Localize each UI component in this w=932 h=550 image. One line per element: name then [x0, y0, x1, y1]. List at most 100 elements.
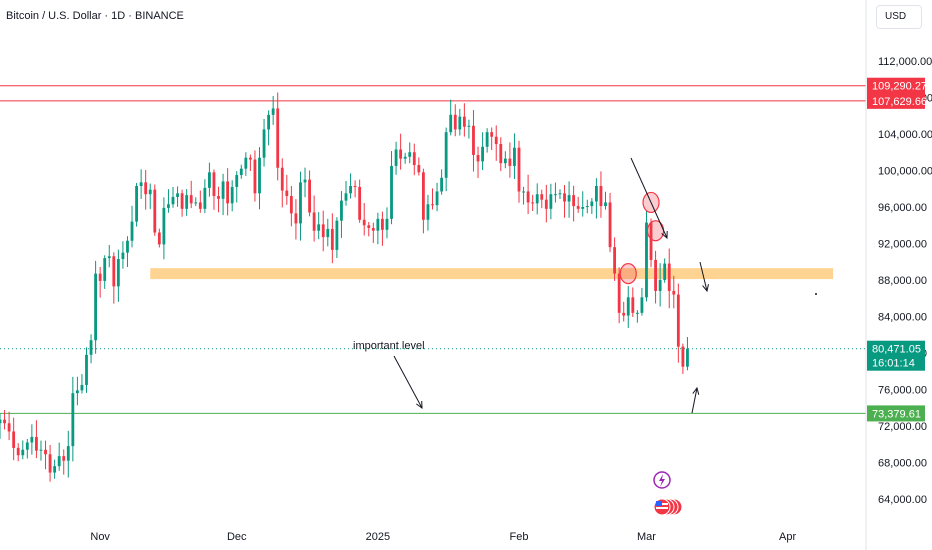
candle-body	[340, 200, 343, 221]
candle-body	[262, 129, 266, 158]
zone-layer	[150, 268, 834, 280]
resistance-price-label-text: 109,290.27	[872, 81, 927, 93]
candle	[608, 192, 612, 253]
y-tick-label: 68,000.00	[878, 458, 927, 470]
candle	[367, 221, 371, 237]
candle-body	[176, 193, 179, 197]
candle	[121, 241, 125, 269]
candle	[503, 151, 507, 169]
candle-body	[622, 312, 626, 316]
candle-body	[371, 227, 375, 231]
us-flag-icon[interactable]	[653, 498, 683, 516]
candle	[576, 196, 580, 213]
candle	[280, 158, 284, 208]
candle-body	[212, 172, 216, 197]
candle-body	[35, 436, 38, 451]
candle-body	[248, 157, 252, 160]
x-axis[interactable]: Nov Dec 2025 Feb Mar Apr	[90, 531, 796, 543]
candle-body	[476, 154, 480, 162]
candle-body	[25, 442, 29, 450]
candle-body	[208, 172, 211, 188]
candle	[544, 184, 548, 223]
candle	[344, 180, 348, 206]
candle-body	[672, 290, 676, 295]
candle	[294, 199, 298, 240]
candle-body	[385, 218, 389, 230]
candle	[349, 173, 352, 199]
candle-body	[121, 252, 125, 260]
candle-body	[98, 273, 102, 281]
candle	[139, 169, 143, 199]
candle-body	[217, 196, 220, 199]
y-tick-label: 84,000.00	[878, 312, 927, 324]
arrow-down-2	[699, 261, 709, 293]
candle	[444, 127, 448, 192]
candle	[353, 180, 357, 198]
candle	[185, 189, 189, 216]
candle	[654, 250, 657, 304]
candle	[594, 178, 598, 219]
candle-body	[421, 172, 425, 220]
candle-body	[581, 206, 585, 209]
candle-body	[362, 219, 366, 226]
lightning-icon[interactable]	[653, 471, 671, 489]
candle	[116, 249, 120, 302]
candle	[604, 191, 607, 210]
candle-body	[458, 116, 462, 130]
candle	[94, 260, 98, 354]
candle-body	[572, 195, 576, 207]
candle	[299, 171, 302, 241]
candle-body	[558, 193, 562, 195]
candle-body	[153, 189, 157, 233]
candle-body	[116, 259, 120, 287]
candle-body	[376, 218, 380, 231]
candle-body	[626, 297, 630, 316]
candle-body	[253, 159, 257, 194]
candle-body	[308, 179, 311, 213]
candle-body	[390, 165, 393, 219]
candle-body	[472, 125, 475, 155]
candle-body	[57, 456, 61, 467]
candle-body	[631, 297, 635, 313]
candle-body	[135, 186, 138, 222]
candle-body	[80, 384, 84, 391]
candle-body	[635, 312, 639, 314]
candle-body	[590, 201, 594, 207]
y-tick-label: 104,000.00	[878, 129, 932, 141]
candle-body	[299, 182, 302, 224]
candle-body	[330, 228, 334, 250]
candle-body	[44, 449, 47, 455]
candle-body	[353, 186, 357, 188]
candle	[198, 190, 202, 213]
candle-body	[440, 177, 444, 192]
candle-body	[617, 273, 621, 313]
candle	[658, 263, 662, 307]
candle	[44, 440, 47, 470]
x-tick-label: 2025	[366, 531, 390, 543]
candle-body	[276, 108, 280, 168]
candle	[681, 343, 685, 374]
y-tick-label: 64,000.00	[878, 494, 927, 506]
candle	[663, 258, 667, 283]
currency-button[interactable]: USD	[876, 5, 922, 29]
arrow-important-level-shaft	[393, 355, 423, 409]
candles-layer	[0, 92, 689, 482]
candle-body	[681, 346, 685, 367]
candle	[494, 125, 498, 161]
candle-body	[663, 263, 667, 280]
candle	[66, 430, 70, 478]
event-icons[interactable]	[653, 471, 683, 516]
candle	[226, 168, 230, 216]
candle	[75, 376, 79, 406]
candle	[48, 444, 52, 482]
candle	[554, 182, 557, 203]
candle-body	[0, 419, 2, 424]
candle	[362, 203, 366, 236]
marker-circle	[619, 263, 637, 285]
candle-body	[203, 187, 207, 209]
candle-body	[139, 182, 143, 187]
arrow-important-level-head	[416, 400, 423, 410]
candle	[390, 151, 393, 225]
y-axis[interactable]: 64,000.0068,000.0072,000.0076,000.0080,0…	[865, 0, 932, 550]
